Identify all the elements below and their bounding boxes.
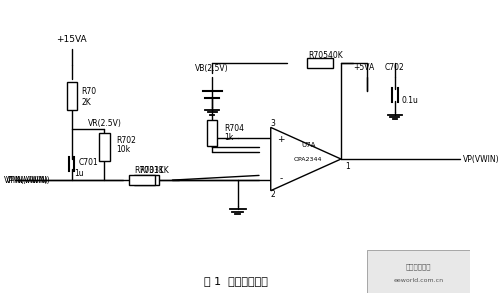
Text: 1u: 1u: [74, 169, 84, 178]
Text: U7A: U7A: [301, 142, 315, 148]
Text: 1k: 1k: [223, 133, 232, 143]
Text: VP(VWIN): VP(VWIN): [462, 154, 498, 164]
Text: 0.1u: 0.1u: [401, 96, 418, 105]
Text: 2: 2: [270, 190, 275, 199]
Text: VPIN(VWIN): VPIN(VWIN): [6, 176, 51, 185]
Text: R7031K: R7031K: [139, 166, 169, 175]
Text: +15VA: +15VA: [56, 35, 87, 44]
Text: R70540K: R70540K: [308, 51, 342, 60]
Text: R704: R704: [223, 124, 243, 133]
Bar: [133, 175, 159, 185]
Text: 1: 1: [345, 161, 350, 171]
Bar: [99, 133, 109, 161]
Bar: [307, 58, 332, 68]
Text: OPA2344: OPA2344: [294, 157, 322, 161]
Text: 3: 3: [270, 119, 275, 128]
Text: -: -: [279, 174, 282, 183]
Text: VB(2.5V): VB(2.5V): [195, 64, 228, 73]
Bar: [66, 82, 77, 110]
Text: C702: C702: [384, 63, 404, 72]
Text: R70: R70: [81, 87, 96, 95]
Text: 10k: 10k: [116, 145, 130, 154]
Text: eeworld.com.cn: eeworld.com.cn: [392, 278, 442, 283]
Text: +5VA: +5VA: [352, 63, 373, 72]
Text: R7031K: R7031K: [134, 166, 163, 175]
Bar: [129, 175, 154, 185]
Text: 2K: 2K: [81, 98, 91, 107]
Polygon shape: [270, 127, 340, 191]
Bar: [366, 250, 469, 292]
Text: +: +: [277, 135, 284, 144]
Text: VR(2.5V): VR(2.5V): [88, 119, 122, 128]
Text: 图 1  速度调理电路: 图 1 速度调理电路: [203, 276, 267, 286]
Bar: [206, 120, 217, 146]
Text: R702: R702: [116, 136, 136, 145]
Text: 电子工程世界: 电子工程世界: [405, 264, 430, 270]
Text: C701: C701: [79, 158, 98, 167]
Text: VPIN(VWIN): VPIN(VWIN): [4, 176, 48, 185]
